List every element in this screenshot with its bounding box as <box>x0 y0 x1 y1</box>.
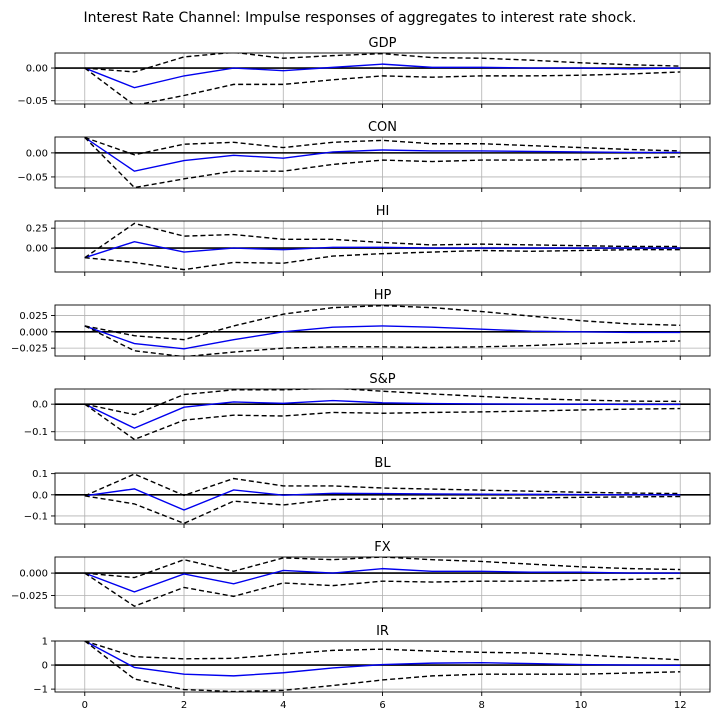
series-line-lower <box>84 403 681 440</box>
y-tick-label: 1 <box>42 637 48 648</box>
panel-title-s-p: S&P <box>369 372 395 387</box>
series-line-irf <box>84 641 681 677</box>
figure-title: Interest Rate Channel: Impulse responses… <box>83 10 637 26</box>
series-line-upper <box>84 53 681 73</box>
y-tick-label: 0.25 <box>26 224 48 235</box>
y-tick-label: 0.00 <box>26 148 48 159</box>
series-line-lower <box>84 572 681 607</box>
y-tick-label: −1 <box>33 685 48 696</box>
y-tick-label: 0.1 <box>32 469 48 480</box>
panel-title-con: CON <box>368 120 397 135</box>
series-line-irf <box>84 567 681 593</box>
y-tick-label: 0.000 <box>19 327 48 338</box>
series-line-upper <box>84 389 681 416</box>
y-tick-label: 0.000 <box>19 569 48 580</box>
series-line-upper <box>84 641 681 661</box>
series-line-irf <box>84 399 681 429</box>
series-line-lower <box>84 641 681 692</box>
x-tick-label: 10 <box>575 700 588 711</box>
x-tick-label: 0 <box>82 700 88 711</box>
panel-title-gdp: GDP <box>369 36 397 51</box>
series-line-lower <box>84 248 681 271</box>
series-line-lower <box>84 137 681 188</box>
y-tick-label: −0.05 <box>17 96 48 107</box>
y-tick-label: 0.00 <box>26 244 48 255</box>
y-tick-label: −0.05 <box>17 172 48 183</box>
y-tick-label: 0.0 <box>32 490 48 501</box>
series-line-lower <box>84 67 681 104</box>
series-line-upper <box>84 305 681 341</box>
y-tick-label: 0.0 <box>32 400 48 411</box>
y-tick-label: −0.1 <box>24 427 48 438</box>
y-tick-label: 0.025 <box>19 311 48 322</box>
x-tick-label: 6 <box>379 700 385 711</box>
x-tick-label: 12 <box>674 700 687 711</box>
series-line-irf <box>84 63 681 89</box>
y-tick-label: −0.1 <box>24 511 48 522</box>
panel-title-fx: FX <box>374 540 390 555</box>
series-line-upper <box>84 473 681 497</box>
y-tick-label: 0.00 <box>26 64 48 75</box>
series-line-irf <box>84 240 681 259</box>
series-line-lower <box>84 495 681 524</box>
y-tick-label: 0 <box>42 661 48 672</box>
panel-title-bl: BL <box>374 456 391 471</box>
panel-title-hi: HI <box>376 204 390 219</box>
y-tick-label: −0.025 <box>11 344 48 355</box>
x-tick-label: 8 <box>479 700 485 711</box>
series-line-upper <box>84 222 681 259</box>
series-line-irf <box>84 488 681 511</box>
series-line-irf <box>84 325 681 350</box>
panel-title-hp: HP <box>374 288 392 303</box>
y-tick-label: −0.025 <box>11 591 48 602</box>
series-line-lower <box>84 325 681 356</box>
x-tick-label: 2 <box>181 700 187 711</box>
series-line-irf <box>84 137 681 172</box>
panel-title-ir: IR <box>376 624 389 639</box>
x-tick-label: 4 <box>280 700 286 711</box>
